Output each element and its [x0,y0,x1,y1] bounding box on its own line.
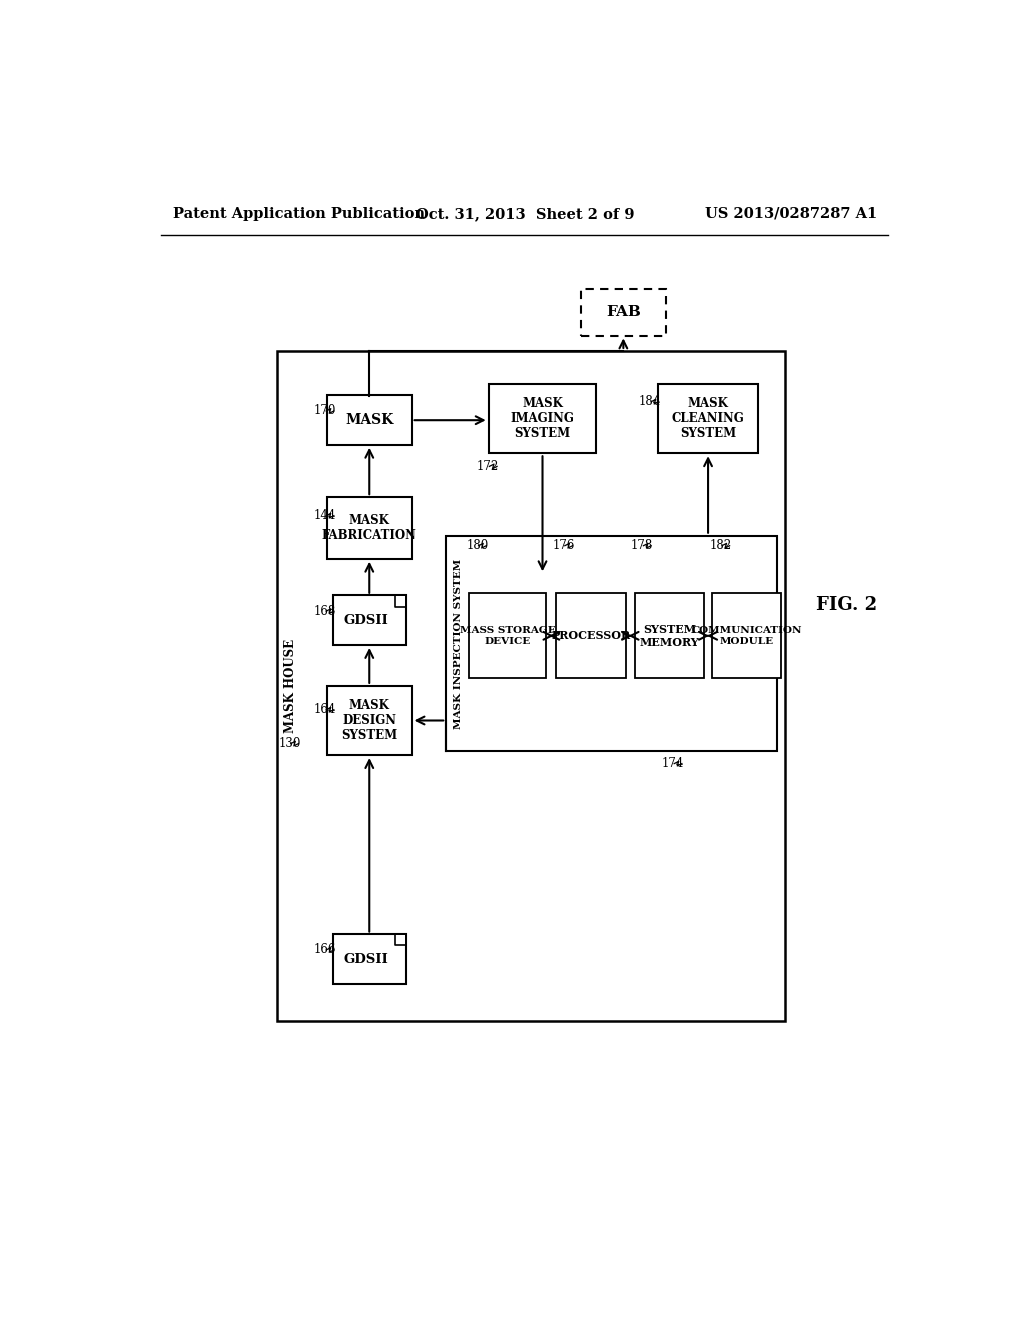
Text: FAB: FAB [606,305,641,319]
Text: 180: 180 [466,539,488,552]
Text: MASK
CLEANING
SYSTEM: MASK CLEANING SYSTEM [672,397,744,440]
Text: MASS STORAGE
DEVICE: MASS STORAGE DEVICE [460,626,556,645]
Text: 164: 164 [313,704,336,717]
Text: SYSTEM
MEMORY: SYSTEM MEMORY [640,624,699,648]
Bar [333,595,406,645]
Text: MASK
DESIGN
SYSTEM: MASK DESIGN SYSTEM [341,700,397,742]
Bar [712,594,781,678]
Polygon shape [394,935,406,945]
Text: FIG. 2: FIG. 2 [816,597,878,614]
Bar [327,395,412,445]
Bar [488,384,596,453]
Text: 184: 184 [639,395,662,408]
Text: GDSII: GDSII [344,614,388,627]
Bar [276,351,785,1020]
Text: 130: 130 [279,737,301,750]
Text: MASK
IMAGING
SYSTEM: MASK IMAGING SYSTEM [511,397,574,440]
Text: MASK HOUSE: MASK HOUSE [285,639,297,733]
Text: Patent Application Publication: Patent Application Publication [173,207,425,220]
Bar [581,289,666,335]
Text: US 2013/0287287 A1: US 2013/0287287 A1 [706,207,878,220]
Text: 174: 174 [662,758,684,770]
Bar [556,594,626,678]
Bar [446,536,777,751]
Text: 170: 170 [313,404,336,417]
Text: PROCESSOR: PROCESSOR [552,631,631,642]
Text: MASK INSPECTION SYSTEM: MASK INSPECTION SYSTEM [454,558,463,729]
Text: 182: 182 [710,539,732,552]
Text: 172: 172 [477,459,500,473]
Text: 176: 176 [553,539,574,552]
Text: 144: 144 [313,510,336,523]
Bar [327,498,412,558]
Bar [658,384,758,453]
Polygon shape [394,595,406,607]
Text: MASK: MASK [345,413,393,428]
Bar [333,935,406,985]
Bar [327,686,412,755]
Text: 166: 166 [313,944,336,957]
Text: COMMUNICATION
MODULE: COMMUNICATION MODULE [691,626,802,645]
Text: 178: 178 [631,539,653,552]
Text: MASK
FABRICATION: MASK FABRICATION [322,513,417,543]
Text: 168: 168 [313,605,336,618]
Bar [635,594,705,678]
Text: GDSII: GDSII [344,953,388,966]
Bar [469,594,547,678]
Text: Oct. 31, 2013  Sheet 2 of 9: Oct. 31, 2013 Sheet 2 of 9 [416,207,634,220]
